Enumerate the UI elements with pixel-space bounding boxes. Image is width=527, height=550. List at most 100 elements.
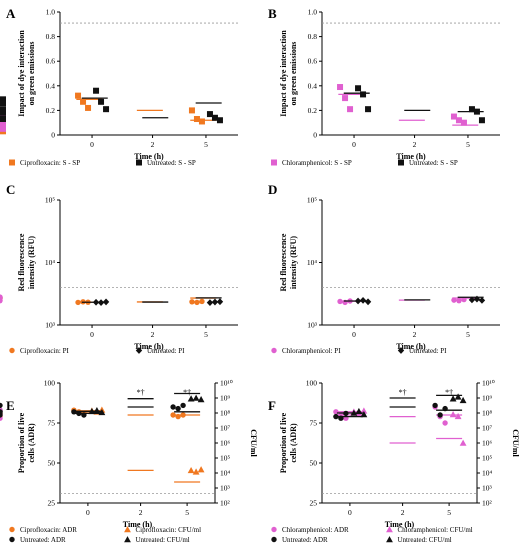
data-point bbox=[459, 396, 467, 404]
data-point bbox=[170, 412, 176, 418]
panel-e: E25507510010²10³10⁴10⁵10⁶10⁷10⁸10⁹10¹⁰CF… bbox=[0, 379, 258, 544]
data-point bbox=[197, 396, 205, 403]
legend: Chloramphenicol: ADR Chloramphenicol: CFU… bbox=[271, 526, 473, 544]
data-point bbox=[450, 113, 457, 120]
data-point bbox=[180, 402, 186, 409]
legend-label: Ciprofloxacin: ADR bbox=[20, 526, 77, 534]
data-point bbox=[81, 412, 87, 418]
panel-c: C 10³ 10⁴ 10⁵ 0 2 5 Time (h) Red fluorescenceint… bbox=[0, 182, 238, 355]
y-axis-label: Impact of dye interactionon green emissi… bbox=[17, 30, 36, 117]
legend-marker bbox=[9, 347, 15, 354]
data-point bbox=[0, 402, 3, 409]
legend-marker bbox=[136, 159, 142, 166]
y-axis-label-line: Proportion of live bbox=[279, 412, 288, 473]
data-point bbox=[442, 420, 448, 426]
y-axis-label-line: on green emissions bbox=[27, 42, 36, 106]
x-tick-label: 5 bbox=[466, 140, 470, 149]
data-point bbox=[0, 409, 3, 415]
data-point bbox=[180, 412, 186, 418]
y-tick-label: 50 bbox=[310, 459, 318, 468]
data-point bbox=[478, 296, 486, 304]
y2-tick-label: 10⁹ bbox=[220, 394, 231, 403]
panel-label: F bbox=[268, 398, 276, 413]
legend: Ciprofloxacin: S - SP Untreated: S - SP bbox=[9, 159, 196, 167]
y-tick-label: 50 bbox=[48, 459, 56, 468]
y2-tick-label: 10⁷ bbox=[482, 424, 493, 433]
x-axis-label: Time (h) bbox=[134, 342, 164, 351]
y-axis-label: Red fluorescenceintensity (RFU) bbox=[17, 233, 36, 291]
panel-label: C bbox=[6, 182, 15, 197]
data-point bbox=[71, 409, 77, 415]
legend-marker bbox=[271, 526, 277, 533]
data-point bbox=[350, 409, 358, 416]
data-point bbox=[98, 408, 106, 416]
data-point bbox=[175, 405, 181, 412]
data-point bbox=[432, 402, 438, 409]
legend-label: Untreated: PI bbox=[409, 347, 447, 355]
x-tick-label: 0 bbox=[86, 508, 90, 517]
y-tick-label: 0.2 bbox=[46, 106, 56, 115]
legend-marker bbox=[135, 347, 143, 354]
y2-tick-label: 10¹⁰ bbox=[482, 379, 495, 388]
legend: Chloramphenicol: S - SP Untreated: S - SP bbox=[271, 159, 458, 167]
data-point bbox=[347, 106, 354, 113]
y-tick-label: 0.4 bbox=[308, 81, 318, 90]
y2-tick-label: 10⁸ bbox=[482, 409, 493, 418]
data-point bbox=[211, 114, 218, 121]
data-point bbox=[0, 120, 6, 127]
y2-tick-label: 10⁵ bbox=[482, 454, 493, 463]
y-axis-label: Proportion of livecells (ADR) bbox=[279, 412, 298, 473]
y2-tick-label: 10⁹ bbox=[482, 394, 493, 403]
y-axis-label-line: intensity (RFU) bbox=[27, 236, 36, 289]
y-axis-label: Proportion of livecells (ADR) bbox=[17, 412, 36, 473]
data-point bbox=[93, 87, 100, 94]
data-point bbox=[0, 125, 6, 132]
data-point bbox=[192, 468, 200, 475]
data-point bbox=[437, 412, 443, 418]
data-point bbox=[0, 109, 6, 116]
y2-tick-label: 10⁸ bbox=[220, 409, 231, 418]
series-ciprofloxacin-pi bbox=[0, 294, 217, 306]
data-point bbox=[473, 108, 480, 115]
legend-label: Ciprofloxacin: CFU/ml bbox=[136, 526, 202, 534]
x-tick-label: 5 bbox=[447, 508, 451, 517]
data-point bbox=[216, 298, 224, 306]
data-point bbox=[187, 466, 195, 474]
significance-annotation: *† bbox=[399, 388, 407, 397]
data-point bbox=[198, 118, 205, 125]
series-chloramphenicol-s-sp bbox=[0, 84, 479, 132]
x-tick-label: 2 bbox=[151, 330, 155, 339]
data-point bbox=[449, 411, 457, 418]
series-chloramphenicol-pi bbox=[0, 294, 479, 306]
series-untreated-cfu-ml bbox=[74, 392, 205, 416]
y2-tick-label: 10³ bbox=[220, 484, 231, 493]
data-point bbox=[216, 117, 223, 124]
y-tick-label: 25 bbox=[310, 499, 318, 508]
x-tick-label: 5 bbox=[204, 330, 208, 339]
panel-label: D bbox=[268, 182, 277, 197]
x-axis-label: Time (h) bbox=[396, 152, 426, 161]
y-tick-label: 0 bbox=[313, 131, 317, 140]
legend-label: Chloramphenicol: ADR bbox=[282, 526, 349, 534]
legend-label: Ciprofloxacin: PI bbox=[20, 347, 69, 355]
panel-b: B 0 0.2 0.4 0.6 0.8 1.0 0 2 5 Time (h) Impact of dy… bbox=[0, 6, 500, 167]
x-tick-label: 5 bbox=[466, 330, 470, 339]
y2-tick-label: 10⁴ bbox=[482, 469, 493, 478]
panel-label: A bbox=[6, 6, 16, 21]
data-point bbox=[365, 106, 372, 113]
y-tick-label: 75 bbox=[48, 419, 56, 428]
data-point bbox=[461, 296, 467, 303]
y-tick-label: 10³ bbox=[307, 321, 318, 330]
data-point bbox=[98, 98, 105, 105]
y2-tick-label: 10⁴ bbox=[220, 469, 231, 478]
data-point bbox=[460, 119, 467, 126]
data-point bbox=[75, 92, 82, 99]
y2-tick-label: 10⁵ bbox=[220, 454, 231, 463]
y-tick-label: 0.8 bbox=[46, 32, 56, 41]
data-point bbox=[455, 117, 462, 124]
y-axis-label: Red fluorescenceintensity (RFU) bbox=[279, 233, 298, 291]
x-tick-label: 0 bbox=[90, 140, 94, 149]
x-tick-label: 0 bbox=[348, 508, 352, 517]
legend-marker bbox=[271, 159, 277, 166]
